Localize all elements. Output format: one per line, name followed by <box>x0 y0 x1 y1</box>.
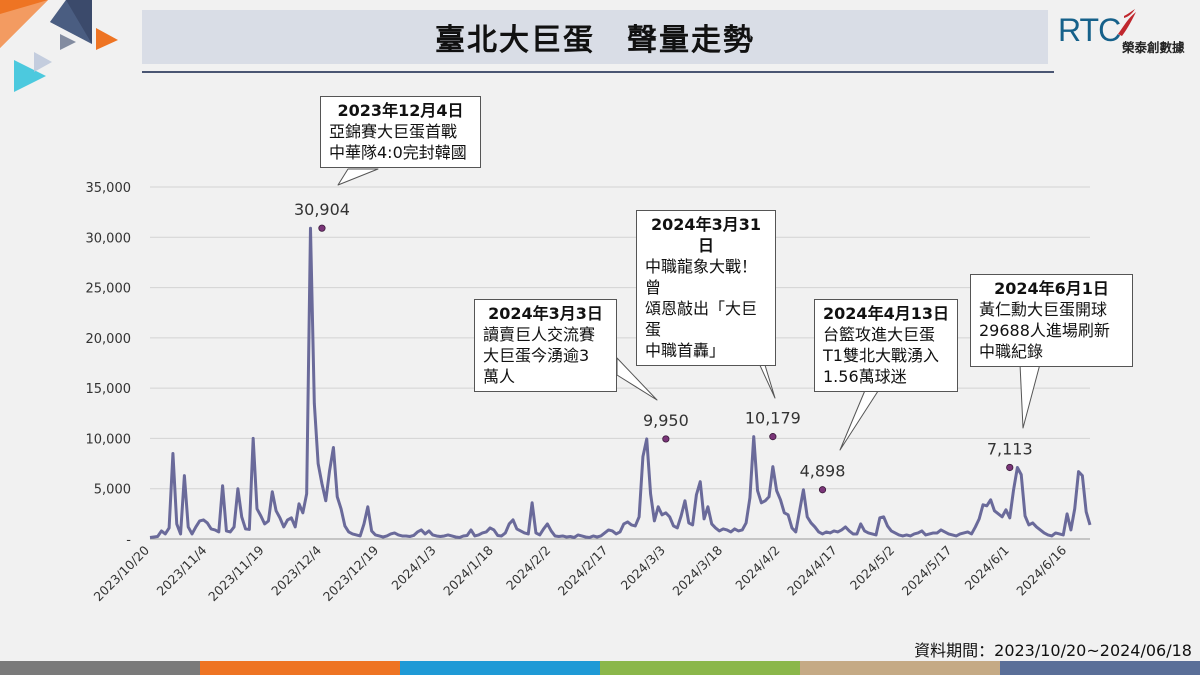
footer-segment <box>200 661 400 675</box>
peak-markers <box>318 224 1014 494</box>
footer-segment <box>0 661 200 675</box>
page-title: 臺北大巨蛋 聲量走勢 <box>435 23 755 58</box>
x-tick-label: 2023/12/19 <box>320 542 382 604</box>
x-tick-label: 2024/4/17 <box>784 543 840 599</box>
y-tick-label: 30,000 <box>86 231 132 246</box>
x-tick-label: 2023/12/4 <box>268 542 324 598</box>
data-period-note: 資料期間：2023/10/20~2024/06/18 <box>914 641 1192 660</box>
x-tick-label: 2024/5/2 <box>847 543 897 593</box>
footer-segment <box>600 661 800 675</box>
x-tick-label: 2024/4/2 <box>732 543 782 593</box>
callout-2024-3-31: 2024年3月31日 中職龍象大戰！曾 頌恩敲出「大巨蛋 中職首轟」 <box>636 210 776 366</box>
title-divider <box>142 71 1054 73</box>
footer-color-bar <box>0 661 1200 675</box>
callout-line: 1.56萬球迷 <box>823 367 907 386</box>
callout-2023-12-4: 2023年12月4日 亞錦賽大巨蛋首戰 中華隊4:0完封韓國 <box>320 96 481 168</box>
x-tick-label: 2023/11/19 <box>205 542 267 604</box>
callout-line: 大巨蛋今湧逾3 <box>483 346 590 365</box>
peak-value-label: 10,179 <box>745 409 801 428</box>
x-tick-label: 2024/6/16 <box>1013 542 1069 598</box>
peak-value-label: 4,898 <box>800 462 846 481</box>
callout-line: 29688人進場刷新 <box>979 321 1110 340</box>
footer-segment <box>800 661 1000 675</box>
callout-line: 萬人 <box>483 367 516 386</box>
peak-marker <box>769 433 777 441</box>
peak-value-label: 9,950 <box>643 411 689 430</box>
callout-line: 中職首轟」 <box>645 341 726 360</box>
brand-logo: RTC 榮泰創數據 <box>1056 8 1196 56</box>
peak-value-label: 7,113 <box>987 439 1033 458</box>
callout-line: 台籃攻進大巨蛋 <box>823 325 936 344</box>
callout-pointer <box>616 357 658 401</box>
peak-marker <box>662 435 670 443</box>
x-tick-label: 2023/11/4 <box>154 542 210 598</box>
x-tick-label: 2024/2/17 <box>555 543 611 599</box>
brand-name: 榮泰創數據 <box>1122 40 1185 55</box>
callout-line: 中職紀錄 <box>979 342 1044 361</box>
x-tick-label: 2024/3/18 <box>669 542 725 598</box>
x-tick-label: 2024/6/1 <box>962 543 1012 593</box>
peak-marker <box>318 224 326 232</box>
peak-marker <box>818 486 827 494</box>
x-tick-label: 2024/5/17 <box>899 543 955 599</box>
peak-value-label: 30,904 <box>294 200 350 219</box>
x-tick-label: 2024/1/18 <box>440 542 496 598</box>
peak-marker <box>1006 463 1014 472</box>
title-bar: 臺北大巨蛋 聲量走勢 <box>142 10 1048 64</box>
callout-line: 亞錦賽大巨蛋首戰 <box>329 122 458 141</box>
callout-date: 2024年3月31日 <box>651 215 761 255</box>
callout-line: 中職龍象大戰！曾 <box>645 257 758 297</box>
brand-swoosh-icon <box>1118 9 1136 36</box>
callout-line: 頌恩敲出「大巨蛋 <box>645 299 758 339</box>
x-tick-label: 2024/2/2 <box>503 543 553 593</box>
callout-line: 黃仁勳大巨蛋開球 <box>979 300 1108 319</box>
callout-2024-3-3: 2024年3月3日 讀賣巨人交流賽 大巨蛋今湧逾3 萬人 <box>474 299 617 392</box>
callout-line: T1雙北大戰湧入 <box>823 346 939 365</box>
series-line <box>149 226 1092 539</box>
footer-segment <box>400 661 600 675</box>
callout-pointer <box>1019 363 1041 429</box>
peak-value-labels: 30,904 9,950 10,179 4,898 7,113 <box>294 200 1033 481</box>
y-tick-label: 5,000 <box>94 483 131 498</box>
y-tick-label: 15,000 <box>86 382 132 397</box>
y-tick-label: - <box>126 533 131 548</box>
x-tick-label: 2024/1/3 <box>388 543 438 593</box>
callout-date: 2023年12月4日 <box>337 101 464 120</box>
y-tick-label: 25,000 <box>86 282 132 297</box>
callout-2024-4-13: 2024年4月13日 台籃攻進大巨蛋 T1雙北大戰湧入 1.56萬球迷 <box>814 299 958 392</box>
footer-segment <box>1000 661 1200 675</box>
y-tick-label: 10,000 <box>86 432 132 447</box>
decorative-logo <box>0 0 118 92</box>
callout-pointer <box>337 168 379 186</box>
callout-date: 2024年4月13日 <box>823 304 949 323</box>
callout-line: 讀賣巨人交流賽 <box>483 325 596 344</box>
x-tick-label: 2023/10/20 <box>91 542 153 604</box>
y-tick-label: 35,000 <box>86 181 132 196</box>
callout-line: 中華隊4:0完封韓國 <box>329 143 467 162</box>
callout-2024-6-1: 2024年6月1日 黃仁勳大巨蛋開球 29688人進場刷新 中職紀錄 <box>970 274 1133 367</box>
callout-date: 2024年3月3日 <box>488 304 603 323</box>
brand-mark: RTC <box>1058 12 1121 48</box>
x-tick-label: 2024/3/3 <box>618 543 668 593</box>
callout-pointer <box>839 387 881 451</box>
y-tick-label: 20,000 <box>86 332 132 347</box>
y-axis-tick-labels: - 5,000 10,000 15,000 20,000 25,000 30,000 35,0… <box>86 181 132 548</box>
callout-date: 2024年6月1日 <box>994 279 1109 298</box>
